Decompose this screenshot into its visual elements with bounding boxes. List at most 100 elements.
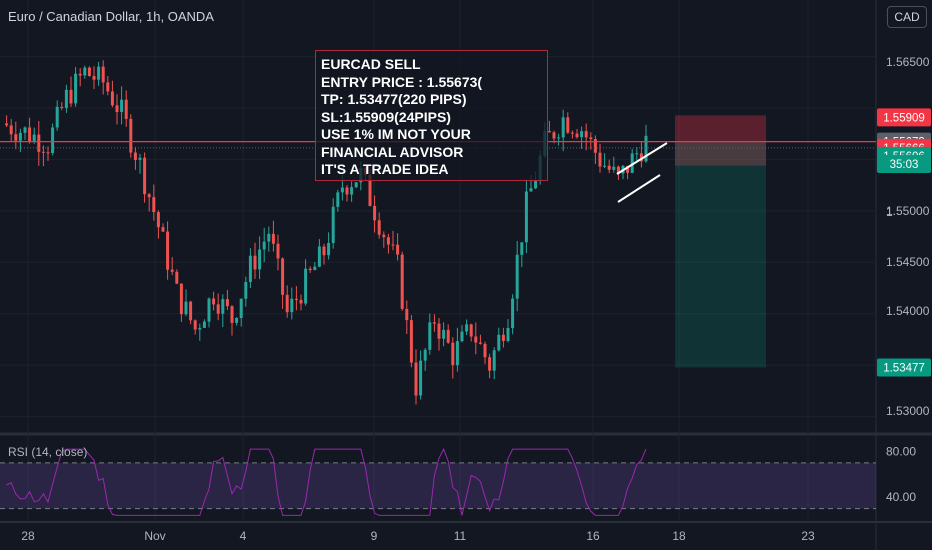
candle-body [566, 117, 570, 133]
candle-body [5, 123, 9, 126]
price-tag: 35:03 [877, 155, 931, 174]
time-axis-label: 4 [240, 529, 247, 543]
candle-body [626, 165, 630, 173]
candle-body [225, 299, 229, 307]
note-line: USE 1% IM NOT YOUR [321, 126, 471, 142]
note-line: FINANCIAL ADVISOR [321, 143, 464, 160]
candle-body [616, 166, 620, 174]
candle-body [28, 127, 32, 142]
candle-body [78, 73, 82, 76]
candle-body [212, 298, 216, 305]
candle-body [83, 67, 87, 76]
candle-body [612, 166, 616, 170]
candle-body [175, 271, 179, 284]
candle-body [580, 131, 584, 138]
candle-body [253, 255, 257, 270]
candle-body [570, 132, 574, 134]
candle-body [143, 157, 147, 195]
candle-body [97, 66, 101, 80]
trade-idea-note: EURCAD SELL ENTRY PRICE : 1.55673( TP: 1… [315, 50, 548, 181]
rsi-line [6, 447, 647, 516]
price-tag-background [877, 155, 931, 174]
candle-body [501, 334, 505, 341]
candle-body [221, 299, 225, 314]
stop-loss-zone [675, 115, 766, 166]
note-line: IT'S A TRADE IDEA [321, 161, 449, 177]
candle-body [92, 76, 96, 80]
candle-body [55, 106, 59, 128]
candle-body [308, 268, 312, 271]
price-tag-label: 1.53477 [883, 363, 925, 375]
candle-body [644, 135, 648, 162]
candle-body [414, 362, 418, 396]
candle-body [382, 234, 386, 238]
price-axis-label: 1.54500 [886, 255, 930, 269]
candle-body [239, 298, 243, 319]
time-axis-label: 9 [371, 529, 378, 543]
candle-body [451, 342, 455, 366]
candle-body [340, 187, 344, 193]
candle-body [432, 322, 436, 324]
time-axis-label: 11 [454, 529, 467, 543]
candle-body [156, 212, 160, 228]
candle-body [138, 157, 142, 160]
candle-body [515, 254, 519, 299]
candle-body [327, 242, 331, 256]
candle-body [373, 205, 377, 221]
candle-body [520, 242, 524, 255]
candle-body [87, 67, 91, 77]
candle-body [409, 320, 413, 363]
candle-body [386, 237, 390, 245]
candle-body [179, 283, 183, 315]
candle-body [534, 180, 538, 189]
candle-body [336, 192, 340, 207]
candle-body [405, 308, 409, 321]
candle-body [120, 99, 124, 113]
candle-body [419, 360, 423, 396]
candle-body [216, 304, 220, 314]
candle-body [294, 298, 298, 300]
candle-body [133, 152, 137, 160]
candle-body [396, 244, 400, 255]
candle-body [506, 328, 510, 341]
candle-body [428, 322, 432, 350]
note-line: SL:1.55909(24PIPS) [321, 108, 451, 125]
candle-body [552, 132, 556, 139]
candle-body [115, 105, 119, 113]
candle-body [193, 320, 197, 330]
price-axis-label-partial: 1 [886, 205, 893, 219]
candle-body [129, 118, 133, 153]
candle-body [488, 357, 492, 371]
candle-body [262, 241, 266, 250]
time-axis-label: 28 [21, 529, 35, 543]
price-tag: 1.53477 [877, 358, 931, 377]
note-line: TP: 1.53477(220 PIPS) [321, 91, 467, 107]
candle-body [184, 301, 188, 315]
candle-body [313, 266, 317, 271]
candle-body [161, 227, 165, 232]
candle-body [635, 153, 639, 155]
candle-body [101, 66, 105, 83]
candle-body [23, 127, 27, 133]
candle-body [285, 294, 289, 313]
candle-body [110, 91, 114, 106]
candle-body [354, 182, 358, 188]
note-line: ENTRY PRICE : 1.55673( [321, 73, 483, 90]
candles-group [5, 60, 648, 405]
candle-body [124, 99, 128, 119]
rsi-axis-label: 40.00 [886, 490, 916, 504]
candle-body [32, 134, 36, 142]
time-axis-label: 16 [586, 529, 600, 543]
price-tag-background [877, 108, 931, 127]
candle-body [248, 255, 252, 283]
time-axis-label: 23 [801, 529, 815, 543]
candle-body [202, 321, 206, 328]
candle-body [446, 329, 450, 343]
candle-body [368, 174, 372, 206]
candle-body [290, 298, 294, 313]
candle-body [639, 153, 643, 162]
candle-body [9, 125, 13, 135]
currency-button[interactable]: CAD [887, 6, 927, 28]
candle-body [529, 188, 533, 192]
candle-body [350, 187, 354, 195]
